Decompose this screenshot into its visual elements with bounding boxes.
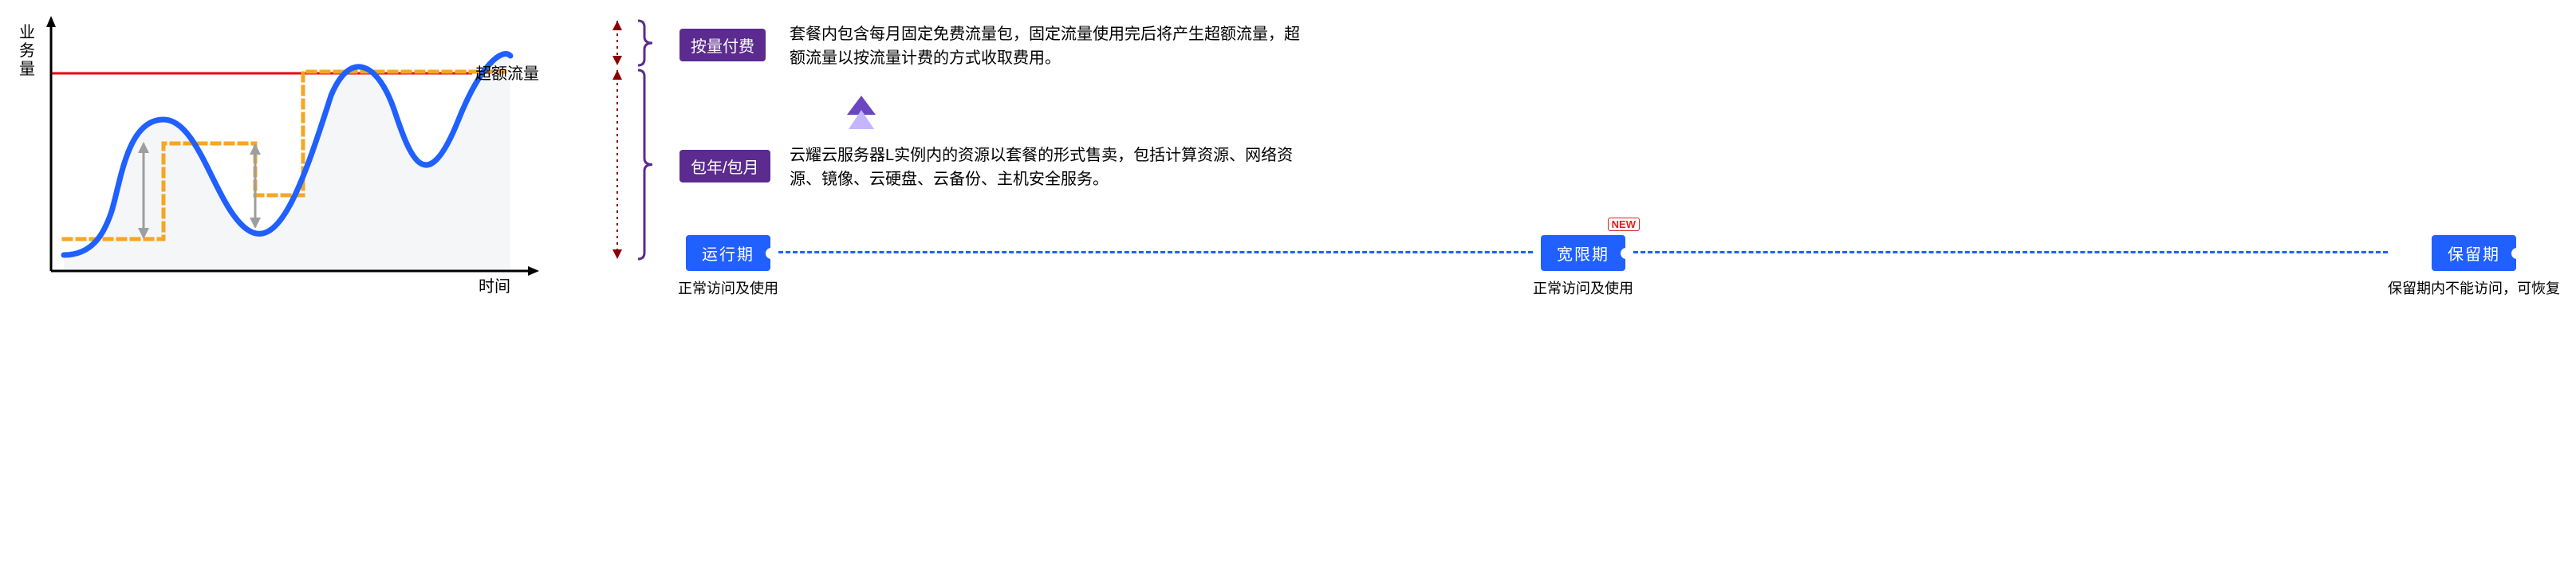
diagram-root: 业 务 量 时间 超额流量 xyxy=(16,16,2560,303)
lifecycle-stage: 保留期保留期内不能访问，可恢复 xyxy=(2388,235,2560,298)
subscription-pill: 包年/包月 xyxy=(679,150,770,182)
billing-explainer: 按量付费 套餐内包含每月固定免费流量包，固定流量使用完后将产生超额流量，超额流量… xyxy=(606,16,2560,303)
stage-caption: 正常访问及使用 xyxy=(1533,277,1633,298)
y-axis-label: 业 务 量 xyxy=(19,24,35,79)
stage-caption: 保留期内不能访问，可恢复 xyxy=(2388,277,2560,298)
pay-as-you-go-pill: 按量付费 xyxy=(679,29,766,61)
lifecycle-stage: 宽限期NEW 正常访问及使用 xyxy=(1533,235,1633,298)
pay-as-you-go-description: 套餐内包含每月固定免费流量包，固定流量使用完后将产生超额流量，超额流量以按流量计… xyxy=(790,22,1300,70)
traffic-chart: 业 务 量 时间 超额流量 xyxy=(16,16,542,303)
stage-chip: 宽限期NEW xyxy=(1541,235,1625,271)
lifecycle-stage: 运行期正常访问及使用 xyxy=(678,235,778,298)
stage-chip: 运行期 xyxy=(686,235,770,271)
stage-chip: 保留期 xyxy=(2432,235,2516,271)
lifecycle-stages: 运行期正常访问及使用 宽限期NEW 正常访问及使用 保留期保留期内不能访问，可恢复 xyxy=(678,235,2560,298)
x-axis-label: 时间 xyxy=(479,273,510,296)
stage-connector xyxy=(778,251,1533,253)
overflow-traffic-label: 超额流量 xyxy=(475,61,539,84)
chart-svg xyxy=(16,16,542,303)
stage-connector xyxy=(1633,251,2388,253)
stage-caption: 正常访问及使用 xyxy=(678,277,778,298)
new-badge: NEW xyxy=(1608,218,1640,231)
subscription-description: 云耀云服务器L实例内的资源以套餐的形式售卖，包括计算资源、网络资源、镜像、云硬盘… xyxy=(790,143,1300,191)
bracket-column xyxy=(606,16,668,263)
up-arrow-icon xyxy=(845,96,877,136)
